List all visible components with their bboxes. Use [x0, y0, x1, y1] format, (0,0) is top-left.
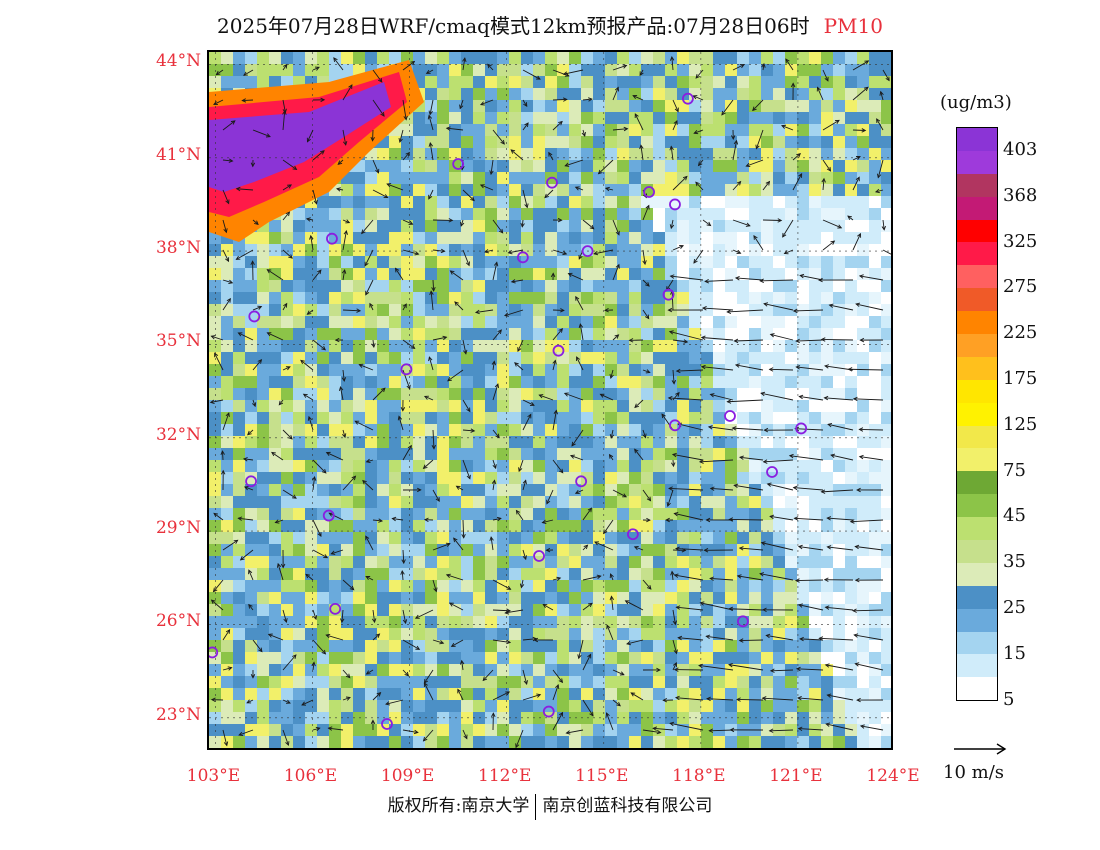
colorbar-cell — [957, 425, 997, 449]
wind-reference-arrow-icon — [954, 743, 1007, 755]
lat-tick-label: 32°N — [155, 424, 201, 445]
city-marker-icon — [669, 419, 681, 432]
lat-tick-label: 41°N — [155, 144, 201, 165]
city-marker-icon — [248, 310, 261, 323]
city-marker-icon — [662, 288, 675, 301]
city-marker-icon — [575, 475, 588, 488]
color-legend — [956, 127, 998, 702]
colorbar-cell — [957, 608, 997, 632]
city-markers — [209, 92, 808, 730]
lon-tick-label: 103°E — [186, 766, 241, 786]
colorbar-cell — [957, 219, 997, 243]
colorbar-cell — [957, 288, 997, 312]
colorbar-cell — [957, 654, 997, 678]
map-panel[interactable] — [207, 50, 893, 750]
colorbar-cell — [957, 265, 997, 289]
city-marker-icon — [552, 344, 565, 357]
legend-value-label: 5 — [1003, 688, 1015, 710]
city-marker-icon — [452, 158, 465, 170]
lon-tick-label: 106°E — [283, 766, 338, 786]
lat-tick-label: 44°N — [155, 51, 201, 72]
legend-unit: (ug/m3) — [940, 92, 1012, 113]
legend-value-label: 25 — [1003, 596, 1026, 618]
colorbar-cell — [957, 471, 997, 495]
map-title: 2025年07月28日WRF/cmaq模式12km预报产品:07月28日06时 P… — [0, 10, 1100, 39]
colorbar-cell — [957, 311, 997, 335]
colorbar-cell — [957, 540, 997, 563]
lat-tick-label: 26°N — [155, 611, 201, 632]
colorbar-cell — [957, 334, 997, 357]
title-text: 2025年07月28日WRF/cmaq模式12km预报产品:07月28日06时 — [217, 14, 810, 38]
colorbar-cell — [957, 585, 997, 609]
legend-value-label: 125 — [1003, 413, 1038, 435]
legend-value-label: 75 — [1003, 459, 1026, 481]
legend-value-label: 45 — [1003, 505, 1026, 527]
city-marker-icon — [329, 602, 342, 615]
lon-tick-label: 109°E — [380, 766, 435, 786]
colorbar-cell — [957, 402, 997, 426]
colorbar-cell — [957, 448, 997, 472]
legend-value-label: 368 — [1003, 184, 1038, 206]
legend-value-label: 403 — [1003, 138, 1038, 160]
colorbar-cell — [957, 150, 997, 174]
dust-plume — [209, 60, 424, 242]
city-marker-icon — [737, 615, 749, 628]
colorbar-cell — [957, 562, 997, 586]
city-marker-icon — [682, 92, 694, 105]
colorbar-cell — [957, 356, 997, 380]
city-marker-icon — [381, 718, 393, 730]
city-marker-icon — [533, 550, 545, 562]
legend-value-label: 225 — [1003, 322, 1038, 344]
lon-tick-label: 124°E — [866, 766, 920, 786]
colorbar-cell — [957, 173, 997, 197]
colorbar-cell — [957, 494, 997, 518]
variable-label: PM10 — [823, 14, 883, 38]
copyright-right: 南京创蓝科技有限公司 — [542, 796, 713, 816]
lat-tick-label: 23°N — [155, 704, 201, 725]
legend-value-label: 325 — [1003, 230, 1038, 252]
city-marker-icon — [209, 646, 219, 659]
city-marker-icon — [724, 410, 736, 422]
lon-tick-label: 121°E — [769, 766, 823, 786]
legend-value-label: 175 — [1003, 367, 1038, 389]
city-marker-icon — [326, 232, 338, 245]
divider — [535, 793, 537, 820]
city-marker-icon — [546, 176, 558, 189]
lat-tick-label: 35°N — [155, 331, 201, 352]
lat-tick-label: 38°N — [155, 238, 201, 259]
legend-value-label: 15 — [1003, 642, 1026, 664]
lon-tick-label: 112°E — [478, 766, 532, 786]
colorbar-cell — [957, 517, 997, 541]
colorbar-cell — [957, 631, 997, 655]
lat-tick-label: 29°N — [155, 518, 201, 539]
city-marker-icon — [581, 245, 594, 258]
city-marker-icon — [626, 528, 639, 541]
city-marker-icon — [643, 186, 655, 198]
graticule — [209, 52, 891, 748]
colorbar-cell — [957, 196, 997, 220]
colorbar-cell — [957, 677, 997, 701]
city-marker-icon — [516, 251, 529, 264]
colorbar-cell — [957, 379, 997, 403]
city-marker-icon — [245, 475, 257, 488]
copyright: 版权所有:南京大学 南京创蓝科技有限公司 — [0, 791, 1100, 820]
wind-reference-label: 10 m/s — [943, 762, 1004, 783]
colorbar-cell — [957, 128, 997, 151]
lon-tick-label: 115°E — [575, 766, 629, 786]
city-marker-icon — [322, 509, 335, 522]
legend-value-label: 35 — [1003, 551, 1026, 573]
city-marker-icon — [795, 422, 808, 435]
city-marker-icon — [766, 466, 778, 478]
city-marker-icon — [400, 363, 413, 376]
colorbar-cell — [957, 242, 997, 266]
wind-vectors — [209, 55, 891, 748]
legend-value-label: 275 — [1003, 276, 1038, 298]
city-marker-icon — [669, 198, 681, 211]
lon-tick-label: 118°E — [672, 766, 726, 786]
copyright-left: 版权所有:南京大学 — [387, 796, 530, 816]
city-marker-icon — [542, 705, 555, 718]
pm10-map — [209, 52, 891, 748]
